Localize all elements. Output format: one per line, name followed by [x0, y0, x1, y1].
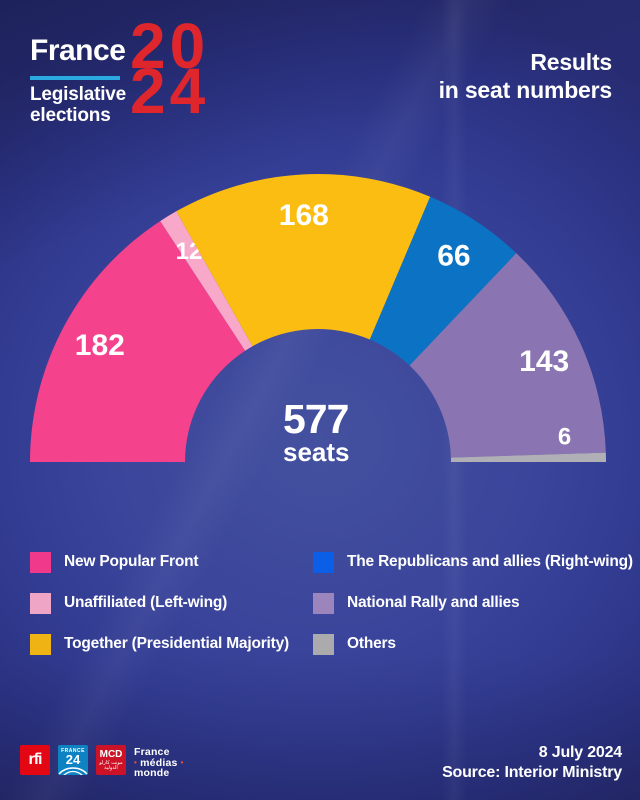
fmm-dot-icon: • — [134, 757, 138, 767]
source-text: Source: Interior Ministry — [442, 764, 622, 781]
brand-subtitle-line1: Legislative — [30, 84, 127, 105]
legend-swatch-together-presidential-majority — [30, 633, 51, 655]
legend-swatch-unaffiliated-left-wing — [30, 592, 51, 614]
segment-value-new-popular-front: 182 — [75, 329, 125, 362]
legend-swatch-the-republicans-and-allies-right-wing — [313, 551, 334, 573]
legend-item-together-presidential-majority: Together (Presidential Majority) — [30, 633, 289, 655]
france24-logo-text: FRANCE — [61, 748, 85, 754]
brand-underline — [30, 76, 120, 80]
brand-subtitle: Legislative elections — [30, 84, 126, 126]
page-title-line1: Results — [530, 49, 612, 75]
legend-item-unaffiliated-left-wing: Unaffiliated (Left-wing) — [30, 592, 289, 614]
segment-the-republicans-and-allies-right-wing — [369, 196, 517, 366]
france24-swirl-icon — [58, 767, 88, 775]
broadcaster-logos: rfi FRANCE 24 MCD مونت كارلو الدولية Fra… — [20, 745, 184, 779]
total-seats-unit: seats — [283, 437, 350, 467]
date-and-source: 8 July 2024 Source: Interior Ministry — [442, 743, 622, 783]
legend-column-right: The Republicans and allies (Right-wing) N… — [313, 551, 633, 655]
rfi-logo: rfi — [20, 745, 50, 775]
brand-year-bottom: 24 — [130, 55, 210, 127]
rfi-logo-text: rfi — [28, 751, 43, 768]
segment-national-rally-and-allies — [409, 253, 606, 458]
legend-item-others: Others — [313, 633, 633, 655]
legend-column-left: New Popular Front Unaffiliated (Left-wing… — [30, 551, 289, 655]
legend-swatch-national-rally-and-allies — [313, 592, 334, 614]
segment-value-national-rally-and-allies: 143 — [519, 345, 569, 378]
brand-name: France — [30, 34, 126, 67]
segment-others — [450, 452, 606, 462]
legend-label-others: Others — [347, 635, 396, 652]
legend-item-national-rally-and-allies: National Rally and allies — [313, 592, 633, 614]
legend-swatch-new-popular-front — [30, 551, 51, 573]
fmm-dot-icon: • — [180, 757, 184, 767]
fmm-line3: monde — [134, 767, 170, 779]
publication-date: 8 July 2024 — [538, 744, 622, 761]
total-seats: 577 seats — [283, 396, 350, 467]
segment-unaffiliated-left-wing — [160, 211, 253, 351]
brand-logo: France Legislative elections — [30, 36, 126, 126]
fmm-line2: • médias • — [134, 756, 184, 769]
mcd-logo-arabic-text: مونت كارلو الدولية — [99, 760, 123, 771]
france-medias-monde-logo: France • médias • monde — [134, 747, 184, 779]
brand-year-2024: 20 24 — [130, 10, 210, 127]
segment-new-popular-front — [30, 221, 246, 462]
total-seats-value: 577 — [283, 396, 349, 442]
legend-item-new-popular-front: New Popular Front — [30, 551, 289, 573]
legend-item-the-republicans-and-allies-right-wing: The Republicans and allies (Right-wing) — [313, 551, 633, 573]
france24-logo-number: 24 — [65, 752, 81, 767]
mcd-logo-text: MCD — [99, 749, 123, 760]
segment-value-together-presidential-majority: 168 — [279, 199, 329, 232]
brand-subtitle-line2: elections — [30, 105, 111, 126]
segment-value-the-republicans-and-allies-right-wing: 66 — [437, 239, 470, 272]
fmm-line1: France — [134, 746, 170, 758]
page-title-line2: in seat numbers — [438, 77, 613, 103]
page-title: Results in seat numbers — [438, 48, 613, 104]
legend-label-the-republicans-and-allies-right-wing: The Republicans and allies (Right-wing) — [347, 553, 633, 570]
segment-value-others: 6 — [558, 424, 571, 451]
mcd-logo: MCD مونت كارلو الدولية — [96, 745, 126, 775]
legend-swatch-others — [313, 633, 334, 655]
segment-together-presidential-majority — [176, 174, 431, 347]
brand-year-top: 20 — [130, 10, 210, 82]
legend-label-new-popular-front: New Popular Front — [64, 553, 199, 570]
legend-label-together-presidential-majority: Together (Presidential Majority) — [64, 635, 289, 652]
legend-label-national-rally-and-allies: National Rally and allies — [347, 594, 520, 611]
france24-logo: FRANCE 24 — [58, 745, 88, 775]
legend-label-unaffiliated-left-wing: Unaffiliated (Left-wing) — [64, 594, 228, 611]
